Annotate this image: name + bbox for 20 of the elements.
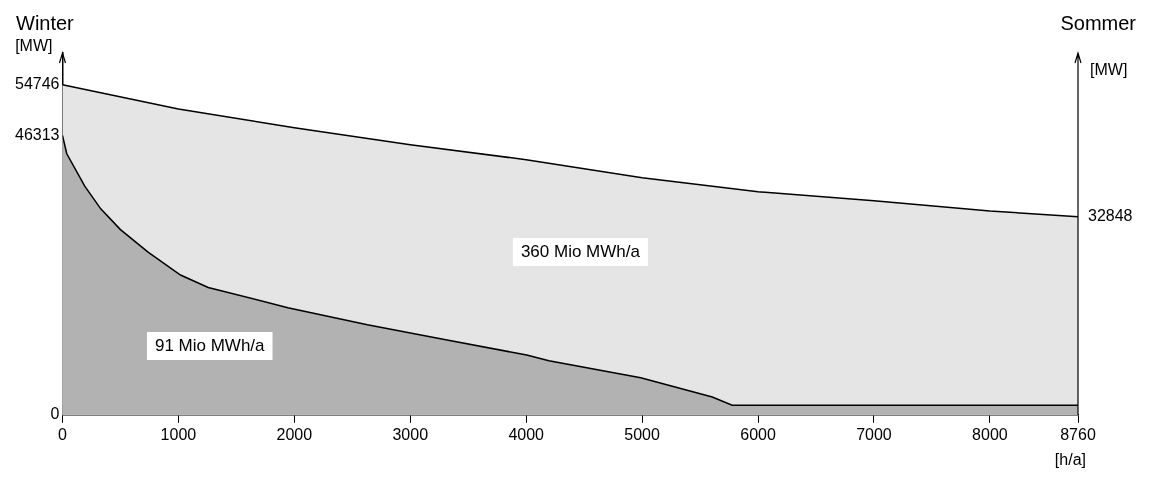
x-tick-label: 3000 <box>392 425 429 443</box>
x-tick-label: 5000 <box>624 425 661 443</box>
x-tick-label: 8760 <box>1060 425 1096 443</box>
annotation: 91 Mio MWh/a <box>154 335 266 355</box>
annotation: 360 Mio MWh/a <box>520 241 641 261</box>
y-axis-title: [MW] <box>15 37 53 55</box>
x-tick-label: 8000 <box>972 425 1008 443</box>
y-tick-label: 54746 <box>14 75 60 93</box>
x-tick-label: 1000 <box>160 425 197 443</box>
annotation: 32848 <box>1088 207 1133 225</box>
x-tick-label: 2000 <box>276 425 313 443</box>
x-tick-label: 6000 <box>740 425 776 443</box>
y-tick-label: 0 <box>50 405 60 423</box>
text: Winter <box>16 11 75 34</box>
x-axis-title: [h/a] <box>1054 451 1086 469</box>
text: Sommer <box>1060 11 1137 34</box>
x-tick-label: 4000 <box>508 425 545 443</box>
x-tick-label: 7000 <box>856 425 892 443</box>
y2-axis-title: [MW] <box>1090 61 1128 79</box>
y-tick-label: 46313 <box>14 125 60 143</box>
